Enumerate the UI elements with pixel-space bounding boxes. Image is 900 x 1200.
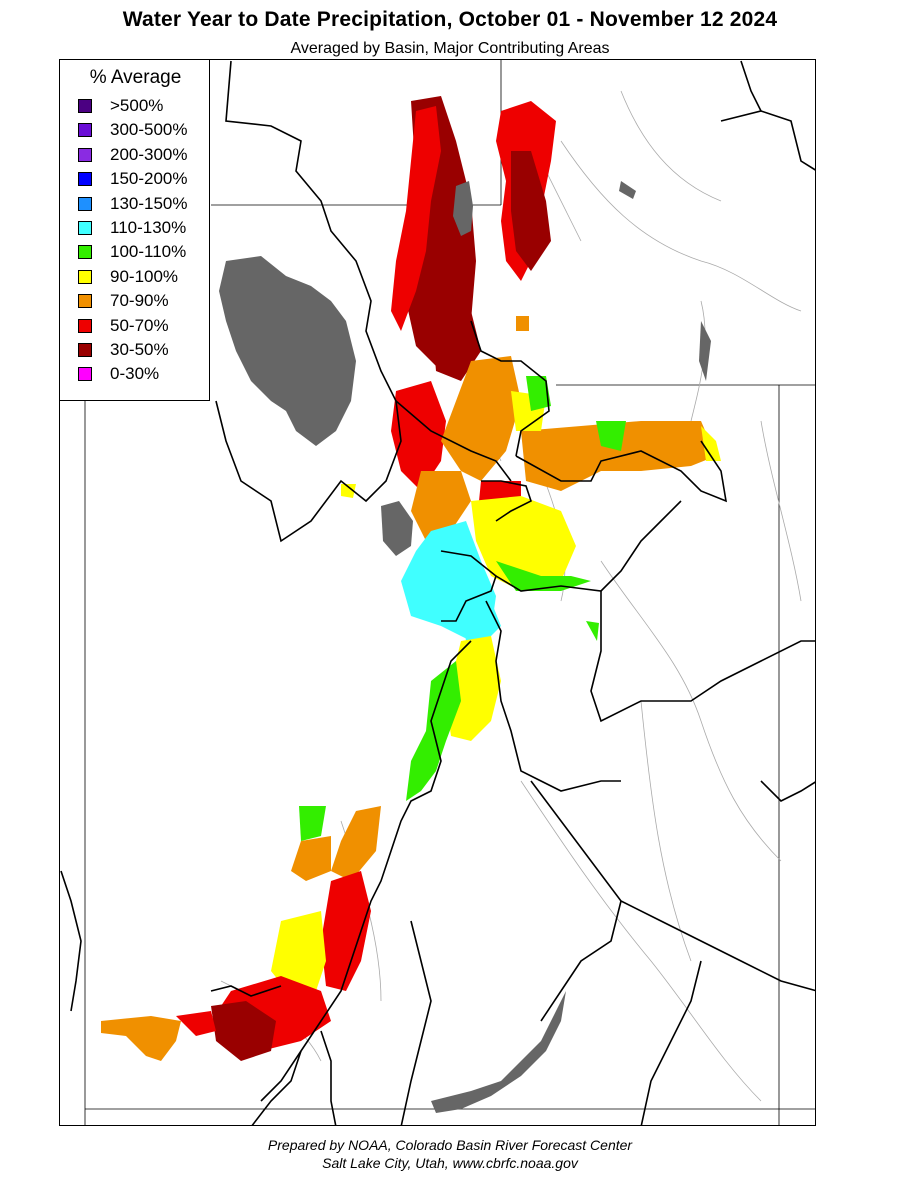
legend-swatch (78, 147, 92, 162)
lake-powell-icon (431, 991, 566, 1113)
legend-swatch (78, 318, 92, 333)
precip-area-far-sw-orange (101, 1016, 181, 1061)
legend-item: >500% (78, 96, 163, 116)
legend-swatch (78, 123, 92, 138)
legend-item: 300-500% (78, 120, 188, 140)
precip-area-far-sw-red (176, 1011, 216, 1036)
precip-area-cyan-south (461, 601, 501, 641)
legend-swatch (78, 343, 92, 357)
legend-swatch (78, 367, 92, 382)
precip-area-west-orange (411, 471, 471, 541)
legend-item: 110-130% (78, 218, 186, 238)
footer-location: Salt Lake City, Utah, www.cbrfc.noaa.gov (322, 1155, 578, 1171)
legend-item: 200-300% (78, 145, 188, 165)
precip-area-ne-dark (511, 151, 551, 271)
legend-label: 150-200% (110, 169, 188, 189)
legend-label: 300-500% (110, 120, 188, 140)
precip-area-w-yellow (341, 484, 356, 498)
legend-item: 50-70% (78, 316, 169, 336)
legend-item: 150-200% (78, 169, 188, 189)
precip-area-central-green (526, 376, 551, 411)
flaming-gorge-icon (619, 181, 636, 199)
legend-swatch (78, 196, 92, 211)
map-subtitle: Averaged by Basin, Major Contributing Ar… (290, 40, 610, 57)
great-salt-lake-icon (219, 256, 356, 446)
legend-swatch (78, 172, 92, 187)
precip-area-sw-yellow (271, 911, 326, 996)
precip-area-south-orange (331, 806, 381, 881)
precipitation-map (59, 59, 816, 1126)
precip-area-ne-orange (516, 316, 529, 331)
precip-area-sw-orange (291, 836, 331, 881)
legend-swatch (78, 294, 92, 309)
precip-area-central-orange (441, 356, 521, 481)
legend-label: 110-130% (110, 218, 187, 237)
legend-label: 130-150% (110, 193, 188, 213)
legend-item: 100-110% (78, 242, 186, 262)
legend-item: 30-50% (78, 340, 169, 360)
precip-area-south-yellow (446, 636, 501, 741)
precip-area-east-green-small (586, 621, 599, 641)
legend-label: 50-70% (110, 315, 169, 335)
legend-item: 130-150% (78, 194, 188, 214)
lakes (219, 181, 711, 1113)
legend-swatch (78, 99, 92, 113)
legend-swatch (78, 269, 92, 284)
legend-swatch (78, 245, 92, 260)
map-canvas (60, 60, 815, 1125)
legend-item: 90-100% (78, 267, 178, 287)
precip-area-sw-green (299, 806, 326, 841)
precip-area-sw-dark (211, 1001, 276, 1061)
legend-item: 70-90% (78, 291, 169, 311)
legend-swatch (78, 221, 92, 235)
legend-label: >500% (110, 96, 164, 115)
legend-label: 70-90% (110, 291, 169, 311)
legend-title: % Average (89, 67, 182, 88)
legend-label: 200-300% (110, 144, 188, 164)
reservoir-east-icon (699, 321, 711, 381)
legend-label: 0-30% (110, 364, 160, 384)
map-title: Water Year to Date Precipitation, Octobe… (122, 8, 778, 31)
legend: % Average >500% 300-500% 200-300% 150-200% 1… (59, 59, 210, 401)
precip-area-south-red (321, 871, 371, 991)
legend-label: 30-50% (110, 340, 169, 359)
precip-area-east-green (596, 421, 626, 451)
legend-label: 100-110% (110, 242, 187, 262)
utah-lake-icon (381, 501, 413, 556)
precip-area-basin-green (496, 561, 591, 591)
precip-area-north-red (391, 106, 441, 331)
basin-boundaries (60, 60, 815, 1125)
precip-area-mid-dark (431, 311, 481, 381)
legend-label: 90-100% (110, 266, 179, 286)
footer-credit: Prepared by NOAA, Colorado Basin River F… (267, 1137, 633, 1153)
precip-area-east-yellow (701, 426, 721, 461)
legend-item: 0-30% (78, 364, 159, 384)
precip-areas (101, 96, 721, 1061)
bear-lake-icon (453, 181, 473, 236)
